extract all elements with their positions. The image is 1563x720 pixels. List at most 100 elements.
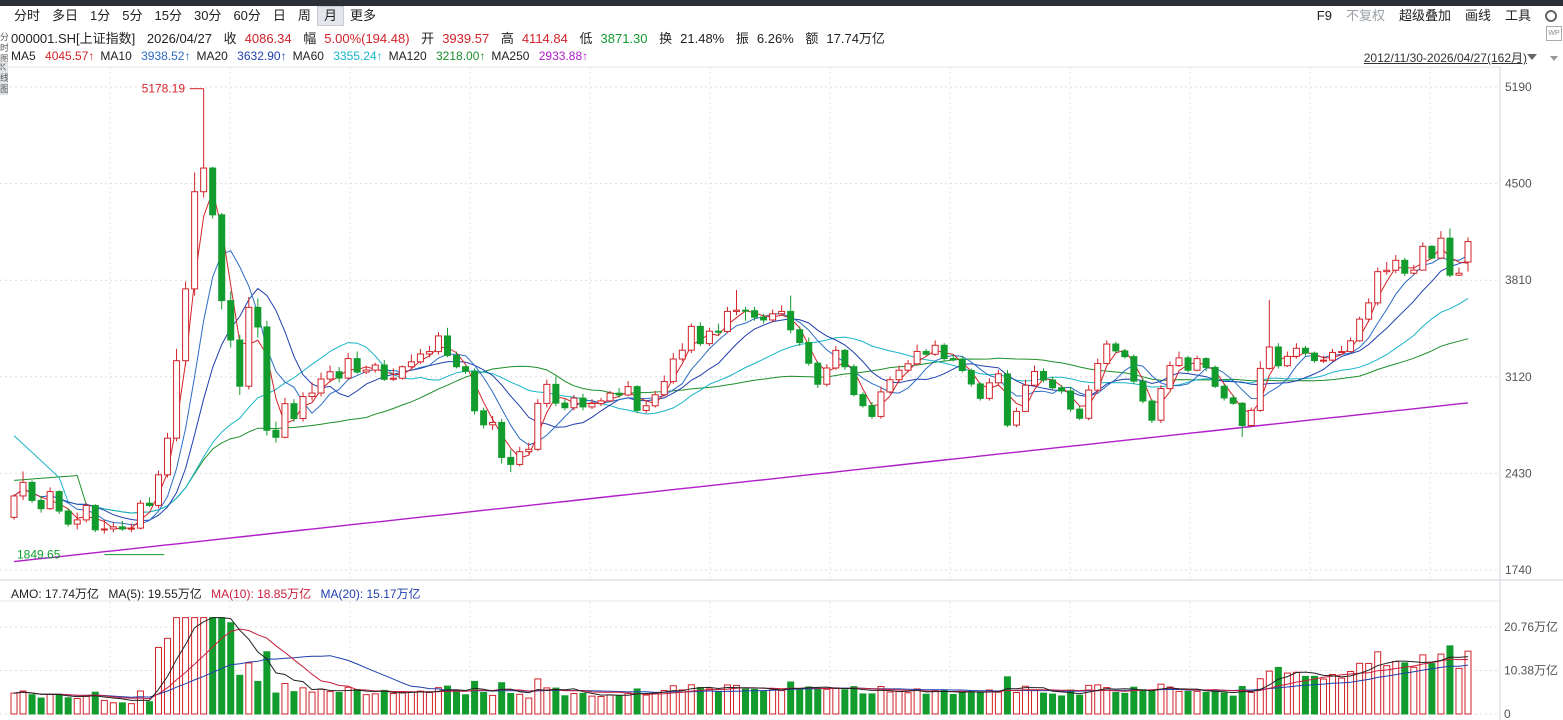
volume-bar-24 — [227, 622, 235, 715]
volume-bar-15 — [145, 701, 153, 715]
volume-bar-3 — [37, 697, 45, 715]
candle-body-62 — [570, 397, 578, 409]
period-tab-7[interactable]: 日 — [272, 8, 286, 23]
candle-body-123 — [1121, 350, 1129, 358]
candle-body-89 — [814, 362, 822, 385]
candle-body-134 — [1220, 385, 1228, 399]
candle-body-111 — [1012, 410, 1020, 426]
candle-body-113 — [1031, 370, 1039, 386]
volume-bar-51 — [471, 680, 479, 715]
period-tab-3[interactable]: 5分 — [122, 8, 143, 23]
volume-bar-91 — [832, 687, 840, 715]
candle-body-82 — [751, 310, 759, 318]
volume-bar-93 — [850, 686, 858, 715]
volume-bar-11 — [109, 702, 117, 715]
volume-bar-118 — [1076, 694, 1084, 715]
volume-bar-49 — [453, 690, 461, 715]
candle-body-9 — [91, 504, 99, 531]
volume-bar-70 — [642, 694, 650, 715]
candle-body-85 — [778, 310, 786, 315]
candle-body-126 — [1148, 400, 1156, 421]
volume-bar-71 — [651, 692, 659, 715]
period-tab-2[interactable]: 1分 — [90, 8, 111, 23]
amo-value: AMO: 17.74万亿 — [11, 587, 100, 601]
period-tab-10[interactable]: 更多 — [349, 8, 376, 23]
candle-body-122 — [1112, 343, 1120, 352]
volume-bar-87 — [796, 688, 804, 715]
volume-bar-108 — [985, 689, 993, 715]
candle-body-151 — [1374, 271, 1382, 304]
volume-bar-122 — [1112, 691, 1120, 715]
price-tick-label-0: 5190 — [1505, 80, 1532, 94]
candle-body-21 — [200, 167, 208, 193]
volume-tick-label-0: 20.76万亿 — [1504, 619, 1558, 634]
candle-body-2 — [28, 481, 36, 501]
candle-body-38 — [353, 358, 361, 373]
volume-bar-25 — [236, 674, 244, 715]
dropdown-arrow-icon[interactable] — [1527, 54, 1537, 60]
volume-bar-75 — [687, 684, 695, 715]
volume-bar-131 — [1193, 690, 1201, 715]
super-overlay-button[interactable]: 超级叠加 — [1398, 8, 1451, 23]
volume-bar-46 — [425, 692, 433, 715]
volume-ma5-line — [13, 617, 1469, 701]
candle-body-39 — [362, 369, 370, 373]
f9-button[interactable]: F9 — [1316, 8, 1332, 23]
volume-bar-48 — [443, 685, 451, 715]
volume-bar-50 — [462, 694, 470, 715]
security-code: 000001.SH[上证指数] — [11, 31, 136, 46]
ma-legend-label-3: MA60 — [292, 49, 328, 63]
candle-body-135 — [1229, 397, 1237, 404]
fuquan-button[interactable]: 不复权 — [1345, 8, 1385, 23]
period-tab-1[interactable]: 多日 — [52, 8, 79, 23]
period-tab-5[interactable]: 30分 — [193, 8, 222, 23]
volume-bar-56 — [516, 693, 524, 715]
volume-bar-89 — [814, 687, 822, 715]
volume-bar-94 — [859, 693, 867, 715]
volume-bar-112 — [1021, 685, 1029, 715]
close-value: 4086.34 — [244, 31, 292, 46]
date-range[interactable]: 2012/11/30-2026/04/27(162月) — [1363, 51, 1527, 65]
period-tab-0[interactable]: 分时 — [14, 8, 41, 23]
volume-bar-123 — [1121, 692, 1129, 715]
side-tab-0[interactable]: 分 时 图 — [0, 32, 8, 64]
volume-bar-146 — [1329, 674, 1337, 715]
low-annotation: 1849.65 — [17, 548, 61, 562]
candle-body-92 — [841, 349, 849, 368]
volume-tick-label-1: 10.38万亿 — [1504, 663, 1558, 678]
candle-body-97 — [886, 379, 894, 393]
wp-widget-icon[interactable]: WP — [1546, 26, 1562, 41]
volume-bar-120 — [1094, 684, 1102, 715]
volume-bar-83 — [760, 690, 768, 715]
candle-body-69 — [633, 386, 641, 411]
volume-bar-129 — [1175, 690, 1183, 715]
candle-body-22 — [209, 167, 217, 216]
period-tab-4[interactable]: 15分 — [154, 8, 182, 23]
volume-bar-67 — [615, 695, 623, 715]
candle-body-117 — [1067, 390, 1075, 410]
volume-bar-101 — [922, 693, 930, 715]
candle-body-133 — [1211, 366, 1219, 387]
volume-bar-13 — [127, 703, 135, 715]
tools-button[interactable]: 工具 — [1504, 8, 1531, 23]
gear-icon[interactable] — [1545, 10, 1557, 22]
candle-body-100 — [913, 350, 921, 365]
quote-header: 000001.SH[上证指数] 2026/04/27 收 4086.34 幅 5.0… — [11, 28, 893, 47]
price-tick-label-5: 1740 — [1505, 563, 1532, 577]
period-tab-8[interactable]: 周 — [297, 8, 311, 23]
period-tab-9[interactable]: 月 — [316, 6, 344, 26]
candle-body-142 — [1292, 347, 1300, 357]
candle-body-60 — [552, 383, 560, 404]
change-label: 幅 — [303, 31, 317, 46]
volume-bar-8 — [82, 695, 90, 715]
candle-body-87 — [796, 329, 804, 344]
candle-body-141 — [1283, 355, 1291, 367]
period-tab-6[interactable]: 60分 — [233, 8, 261, 23]
draw-line-button[interactable]: 画线 — [1464, 8, 1491, 23]
volume-bar-125 — [1139, 689, 1147, 715]
candle-body-88 — [805, 342, 813, 364]
volume-bar-155 — [1410, 666, 1418, 715]
volume-bar-116 — [1058, 695, 1066, 715]
collapse-arrow-icon[interactable] — [1550, 56, 1558, 61]
